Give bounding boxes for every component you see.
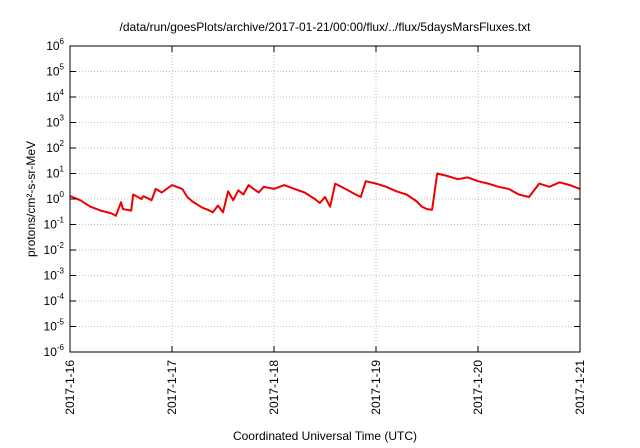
x-tick-label: 2017-1-16 [63,360,77,415]
x-tick-label: 2017-1-17 [165,360,179,415]
x-axis-label: Coordinated Universal Time (UTC) [233,429,417,443]
series-line [69,172,581,217]
x-axis: 2017-1-16 2017-1-17 2017-1-18 2017-1-19 2017… [63,46,587,415]
x-tick-label: 2017-1-19 [369,360,383,415]
grid [70,46,580,352]
y-tick-label: 104 [46,88,64,104]
y-tick-label: 10-3 [44,267,65,283]
y-tick-label: 10-5 [44,318,65,334]
y-tick-label: 103 [46,114,64,130]
y-tick-label: 10-6 [44,343,65,359]
y-tick-label: 10-1 [44,216,65,232]
chart-title: /data/run/goesPlots/archive/2017-01-21/0… [120,20,532,34]
x-tick-label: 2017-1-20 [471,360,485,415]
y-tick-label: 10-4 [44,292,65,308]
y-tick-label: 102 [46,139,64,155]
x-tick-label: 2017-1-18 [267,360,281,415]
y-axis-label: protons/cm²-s-sr-MeV [24,141,38,257]
series-layer [69,172,581,217]
y-tick-label: 10-2 [44,241,65,257]
x-tick-label: 2017-1-21 [573,360,587,415]
y-tick-label: 105 [46,63,64,79]
y-tick-label: 101 [46,165,64,181]
y-tick-label: 100 [46,190,64,206]
y-tick-label: 106 [46,37,64,53]
